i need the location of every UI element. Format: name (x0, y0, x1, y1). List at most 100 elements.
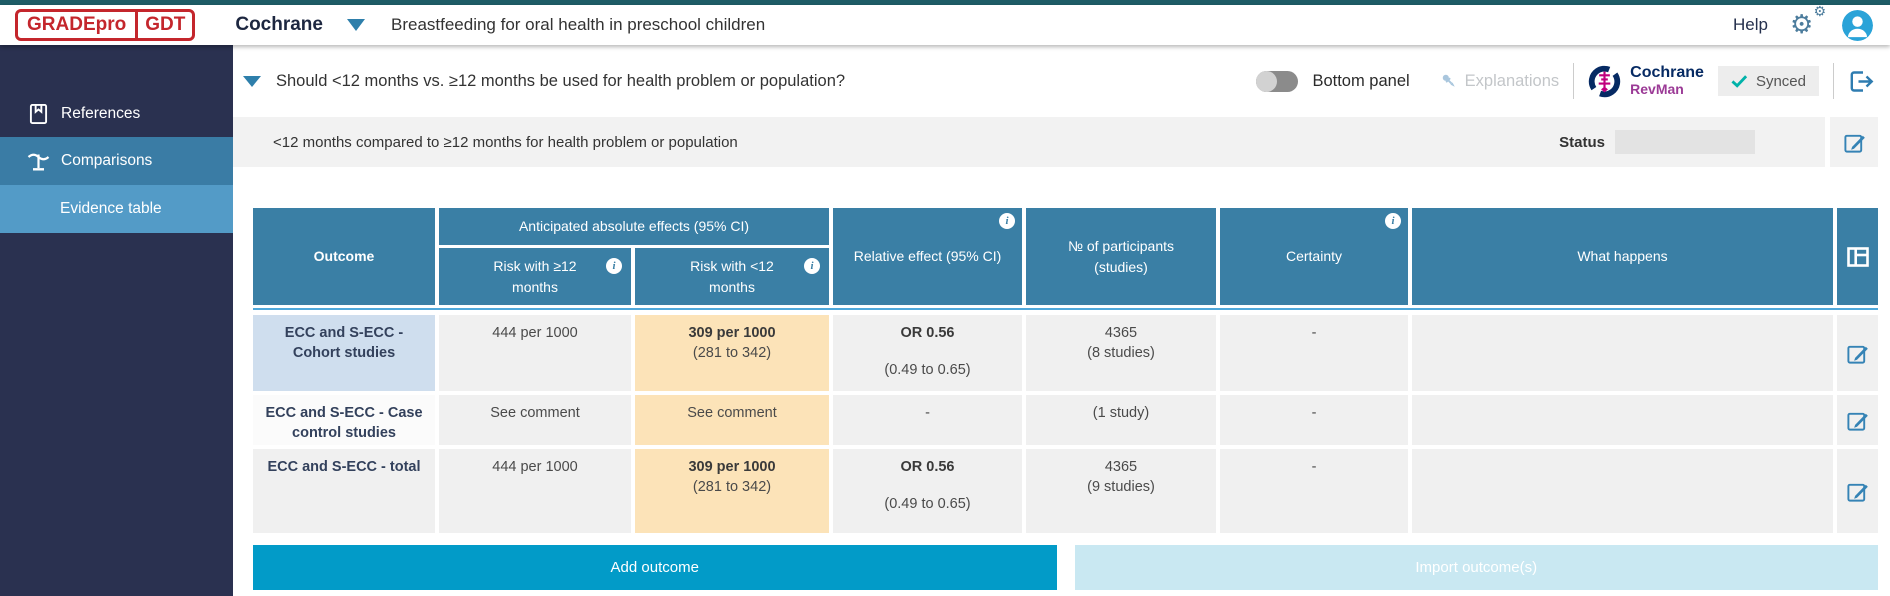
edit-comparison-button[interactable] (1843, 131, 1866, 154)
header-underline (253, 308, 1878, 310)
divider (1833, 63, 1834, 99)
app-header: GRADEpro GDT Cochrane Breastfeeding for … (0, 5, 1890, 45)
check-icon (1731, 75, 1748, 88)
evidence-table: Outcome Anticipated absolute effects (95… (253, 208, 1878, 533)
sidebar-item-comparisons[interactable]: Comparisons (0, 137, 233, 185)
risk-control-cell[interactable]: See comment (439, 395, 631, 445)
row-edit-cell (1837, 315, 1878, 391)
import-outcomes-button[interactable]: Import outcome(s) (1074, 545, 1878, 590)
status-select[interactable] (1615, 130, 1755, 154)
risk-intervention-cell[interactable]: 309 per 1000 (281 to 342) (635, 315, 829, 391)
participants-cell[interactable]: (1 study) (1026, 395, 1216, 445)
relative-effect-cell[interactable]: OR 0.56 (0.49 to 0.65) (833, 449, 1022, 533)
question-text: Should <12 months vs. ≥12 months be used… (276, 71, 846, 90)
bottom-panel-toggle[interactable] (1256, 70, 1299, 92)
comparison-title: <12 months compared to ≥12 months for he… (273, 133, 738, 151)
comparisons-scales-icon (25, 150, 51, 172)
header-risk-intervention: Risk with <12 months i (635, 248, 829, 305)
question-bar: Should <12 months vs. ≥12 months be used… (233, 45, 1890, 117)
info-icon[interactable]: i (999, 213, 1015, 229)
outcome-row: ECC and S-ECC - total 444 per 1000 309 p… (253, 449, 1878, 533)
header-absolute-effects: Anticipated absolute effects (95% CI) (439, 208, 829, 245)
header-what-happens: What happens (1412, 208, 1833, 305)
top-strip (0, 0, 1890, 5)
edit-outcome-button[interactable] (1846, 342, 1869, 365)
header-relative-effect: Relative effect (95% CI) i (833, 208, 1022, 305)
synced-badge[interactable]: Synced (1717, 66, 1819, 96)
what-happens-cell[interactable] (1412, 449, 1833, 533)
outcome-cell[interactable]: ECC and S-ECC - Case control studies (253, 395, 435, 445)
outcome-row: ECC and S-ECC - Cohort studies 444 per 1… (253, 315, 1878, 391)
organization-name: Cochrane (235, 14, 323, 35)
gradepro-logo[interactable]: GRADEpro GDT (15, 9, 196, 41)
table-actions: Add outcome Import outcome(s) (253, 545, 1878, 590)
synced-label: Synced (1755, 72, 1806, 90)
outcome-cell[interactable]: ECC and S-ECC - total (253, 449, 435, 533)
gradepro-logo-gdt: GDT (135, 12, 192, 38)
table-layout-button[interactable] (1837, 208, 1878, 305)
revman-brand-line1: Cochrane (1630, 64, 1704, 82)
participants-cell[interactable]: 4365 (9 studies) (1026, 449, 1216, 533)
relative-effect-cell[interactable]: - (833, 395, 1022, 445)
toggle-knob (1256, 70, 1278, 92)
header-outcome: Outcome (253, 208, 435, 305)
sidebar-item-label: References (61, 104, 141, 122)
pin-icon (1440, 72, 1458, 90)
divider (1573, 63, 1575, 99)
outcome-row: ECC and S-ECC - Case control studies See… (253, 395, 1878, 445)
explanations-button[interactable]: Explanations (1464, 71, 1560, 90)
what-happens-cell[interactable] (1412, 395, 1833, 445)
main-content: Should <12 months vs. ≥12 months be used… (233, 45, 1890, 596)
certainty-cell[interactable]: - (1220, 315, 1408, 391)
risk-intervention-cell[interactable]: See comment (635, 395, 829, 445)
info-icon[interactable]: i (606, 258, 622, 274)
sidebar: References Comparisons Evidence table (0, 45, 233, 596)
sidebar-item-evidence-table[interactable]: Evidence table (0, 185, 233, 233)
row-edit-cell (1837, 395, 1878, 445)
org-dropdown-caret-icon[interactable] (346, 19, 365, 31)
settings-gear-icon[interactable]: ⚙ ⚙ (1790, 4, 1826, 40)
revman-brand-line2: RevMan (1630, 81, 1684, 98)
risk-control-cell[interactable]: 444 per 1000 (439, 315, 631, 391)
edit-outcome-button[interactable] (1846, 480, 1869, 503)
header-participants: № of participants (studies) (1026, 208, 1216, 305)
comparison-status-row: <12 months compared to ≥12 months for he… (233, 117, 1878, 167)
cochrane-revman-logo[interactable]: Cochrane RevMan (1588, 64, 1704, 98)
outcome-cell[interactable]: ECC and S-ECC - Cohort studies (253, 315, 435, 391)
project-title: Breastfeeding for oral health in prescho… (390, 15, 766, 34)
gradepro-logo-main: GRADEpro (27, 14, 127, 35)
info-icon[interactable]: i (804, 258, 820, 274)
edit-pencil-icon (1847, 483, 1868, 502)
sidebar-item-references[interactable]: References (0, 90, 233, 137)
collapse-question-caret-icon[interactable] (243, 75, 261, 87)
edit-pencil-icon (1843, 134, 1865, 153)
header-certainty: Certainty i (1220, 208, 1408, 305)
user-avatar[interactable] (1842, 9, 1873, 41)
risk-control-cell[interactable]: 444 per 1000 (439, 449, 631, 533)
table-layout-icon (1846, 246, 1869, 267)
references-book-icon (25, 103, 51, 125)
status-label: Status (1559, 133, 1605, 151)
comparison-edit-box (1830, 117, 1878, 167)
certainty-cell[interactable]: - (1220, 449, 1408, 533)
evidence-table-body: ECC and S-ECC - Cohort studies 444 per 1… (253, 315, 1878, 533)
row-edit-cell (1837, 449, 1878, 533)
evidence-table-header: Outcome Anticipated absolute effects (95… (253, 208, 1878, 305)
risk-intervention-cell[interactable]: 309 per 1000 (281 to 342) (635, 449, 829, 533)
relative-effect-cell[interactable]: OR 0.56 (0.49 to 0.65) (833, 315, 1022, 391)
sidebar-item-label: Comparisons (61, 152, 153, 169)
certainty-cell[interactable]: - (1220, 395, 1408, 445)
sidebar-item-label: Evidence table (60, 200, 162, 217)
cochrane-logo-icon (1588, 65, 1621, 97)
participants-cell[interactable]: 4365 (8 studies) (1026, 315, 1216, 391)
help-link[interactable]: Help (1733, 15, 1768, 34)
edit-pencil-icon (1847, 412, 1868, 431)
export-icon[interactable] (1848, 69, 1875, 94)
edit-pencil-icon (1847, 345, 1868, 364)
info-icon[interactable]: i (1385, 213, 1401, 229)
comparison-bar: <12 months compared to ≥12 months for he… (233, 117, 1825, 167)
edit-outcome-button[interactable] (1846, 409, 1869, 432)
bottom-panel-label: Bottom panel (1312, 71, 1410, 90)
add-outcome-button[interactable]: Add outcome (253, 545, 1057, 590)
what-happens-cell[interactable] (1412, 315, 1833, 391)
